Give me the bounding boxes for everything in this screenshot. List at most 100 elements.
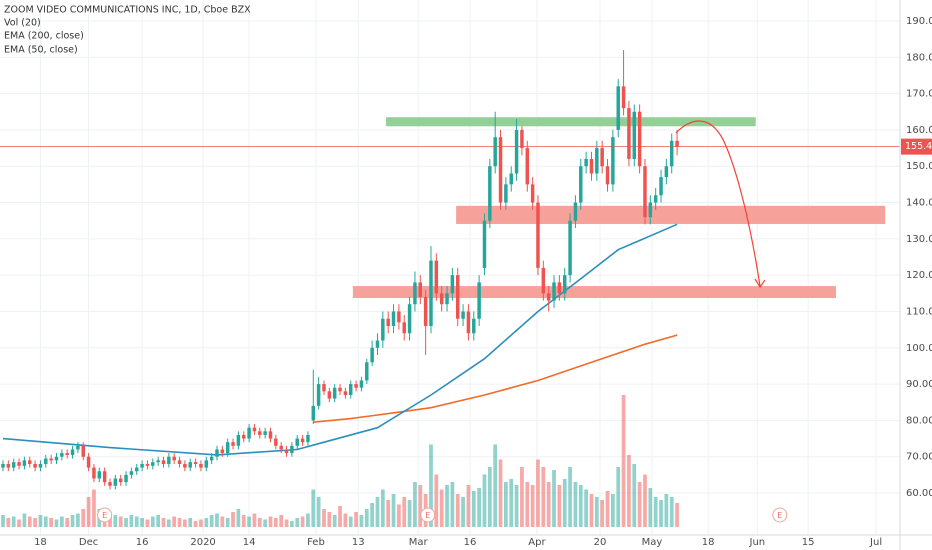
candle-body	[167, 456, 171, 464]
candle-body	[38, 463, 43, 468]
x-tick-label: 18	[702, 537, 715, 548]
candle-body	[472, 318, 476, 334]
volume-bar	[413, 482, 417, 527]
candle-body	[659, 177, 663, 196]
volume-bar	[354, 512, 358, 527]
volume-bar	[434, 474, 439, 527]
zone	[456, 205, 886, 224]
candle-body	[423, 296, 428, 326]
candle-body	[445, 293, 449, 305]
volume-bar	[290, 521, 294, 527]
candle-body	[161, 460, 166, 464]
volume-bar	[407, 500, 412, 527]
candle-body	[605, 166, 610, 185]
candle-body	[193, 462, 198, 464]
volume-bar	[594, 497, 599, 527]
candle-body	[546, 293, 551, 301]
candle-body	[102, 471, 107, 483]
y-tick-label: 80.00	[906, 415, 932, 426]
volume-bar	[402, 497, 407, 527]
volume-bar	[659, 500, 663, 527]
candle-body	[637, 111, 642, 167]
volume-bar	[183, 519, 187, 527]
volume-bar	[370, 503, 375, 527]
candle-body	[343, 391, 348, 395]
candle-body	[54, 456, 59, 461]
earnings-marker	[420, 507, 436, 523]
volume-bar	[166, 519, 171, 527]
volume-bar	[653, 497, 658, 527]
candle-body	[402, 322, 406, 334]
volume-bar	[445, 485, 449, 527]
volume-bar	[359, 515, 364, 527]
volume-bar	[541, 467, 546, 527]
candle-body	[391, 311, 396, 326]
candle-body	[653, 195, 658, 203]
candle-body	[514, 129, 519, 174]
volume-bar	[193, 521, 198, 527]
legend-ema50: EMA (50, close)	[4, 45, 78, 56]
volume-bar	[498, 459, 503, 527]
candle-body	[258, 431, 262, 435]
y-tick-label: 100.00	[906, 343, 932, 354]
volume-bar	[236, 509, 241, 527]
y-tick-label: 150.00	[906, 161, 932, 172]
candle-body	[632, 111, 637, 159]
x-tick-label: May	[642, 537, 663, 548]
x-tick-label: 14	[243, 537, 256, 548]
volume-bar	[578, 485, 583, 527]
arrow-head	[754, 278, 766, 289]
zone	[386, 117, 756, 127]
volume-bar	[124, 518, 128, 527]
volume-bar	[364, 509, 369, 527]
volume-bar	[241, 515, 246, 527]
y-tick-label: 160.00	[906, 125, 932, 136]
x-tick-label: Apr	[528, 537, 546, 548]
candle-body	[44, 458, 48, 464]
candle-body	[386, 318, 390, 326]
volume-bar	[562, 479, 567, 527]
candle-body	[220, 449, 225, 454]
candle-body	[81, 445, 85, 457]
candle-body	[86, 456, 91, 468]
volume-bar	[11, 516, 16, 527]
candle-body	[381, 318, 385, 341]
volume-bar	[675, 503, 679, 527]
volume-bar	[273, 518, 278, 527]
volume-bar	[520, 467, 524, 527]
candle-body	[498, 137, 503, 203]
zone	[352, 286, 836, 299]
candle-body	[589, 158, 594, 174]
candle-body	[354, 384, 358, 388]
candle-body	[573, 202, 578, 221]
candle-body	[461, 311, 465, 319]
candle-body	[455, 275, 460, 319]
volume-bar	[386, 500, 391, 527]
volume-bar	[621, 395, 626, 527]
volume-bar	[418, 485, 423, 527]
candle-body	[552, 282, 556, 301]
volume-bar	[113, 515, 118, 527]
earnings-label: E	[425, 511, 430, 520]
candle-body	[140, 463, 144, 468]
volume-bar	[231, 512, 235, 527]
candle-body	[579, 166, 583, 203]
volume-bar	[348, 516, 353, 527]
volume-bar	[199, 519, 203, 527]
volume-bar	[263, 519, 268, 527]
candle-body	[135, 467, 139, 472]
earnings-marker	[772, 507, 788, 523]
x-tick-label: Dec	[79, 537, 98, 548]
candle-body	[252, 427, 257, 432]
volume-bar	[252, 513, 257, 527]
volume-bar	[343, 513, 348, 527]
x-tick-label: 2020	[190, 537, 215, 548]
volume-bar	[487, 467, 492, 527]
candle-body	[600, 148, 604, 167]
volume-bar	[6, 518, 11, 527]
candle-body	[145, 463, 150, 466]
volume-bar	[589, 494, 594, 527]
candle-body	[429, 260, 433, 326]
candle-body	[1, 463, 5, 468]
